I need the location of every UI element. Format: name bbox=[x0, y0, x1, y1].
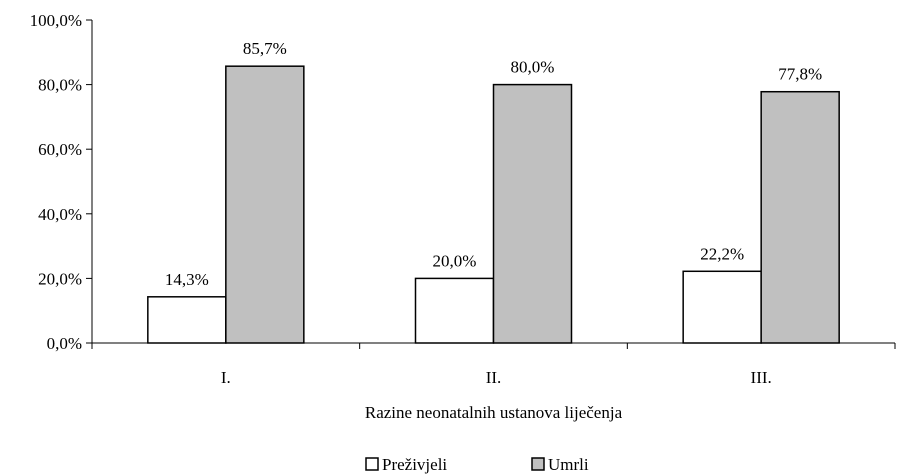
data-label: 77,8% bbox=[778, 65, 822, 84]
legend-item: Preživjeli bbox=[365, 455, 447, 474]
data-label: 85,7% bbox=[243, 39, 287, 58]
y-tick-label: 0,0% bbox=[47, 334, 82, 353]
x-category-label: II. bbox=[486, 368, 502, 387]
bar-died bbox=[760, 90, 840, 344]
bars bbox=[147, 65, 840, 344]
y-tick-label: 20,0% bbox=[38, 269, 82, 288]
x-category-label: III. bbox=[751, 368, 772, 387]
data-labels: 14,3% 20,0% 22,2% 85,7% 80,0% 77,8% bbox=[165, 39, 822, 289]
legend-label: Umrli bbox=[548, 455, 589, 474]
x-axis-title: Razine neonatalnih ustanova liječenja bbox=[365, 403, 623, 422]
y-tick-label: 40,0% bbox=[38, 205, 82, 224]
data-label: 14,3% bbox=[165, 270, 209, 289]
bar-died bbox=[225, 65, 305, 344]
x-category-label: I. bbox=[221, 368, 231, 387]
x-axis: I. II. III. bbox=[91, 342, 896, 387]
y-tick-label: 80,0% bbox=[38, 76, 82, 95]
bar-died bbox=[492, 83, 573, 344]
legend-swatch bbox=[531, 457, 545, 471]
data-label: 80,0% bbox=[511, 58, 555, 77]
y-tick-label: 60,0% bbox=[38, 140, 82, 159]
bar-survived bbox=[414, 277, 495, 344]
data-label: 20,0% bbox=[433, 251, 477, 270]
y-axis: 0,0% 20,0% 40,0% 60,0% 80,0% 100,0% bbox=[30, 11, 93, 353]
legend-item: Umrli bbox=[531, 455, 589, 474]
legend-label: Preživjeli bbox=[382, 455, 447, 474]
y-tick-label: 100,0% bbox=[30, 11, 82, 30]
data-label: 22,2% bbox=[700, 244, 744, 263]
bar-survived bbox=[682, 270, 762, 344]
bar-survived bbox=[147, 296, 227, 344]
legend: Preživjeli Umrli bbox=[365, 455, 589, 474]
legend-swatch bbox=[365, 457, 379, 471]
